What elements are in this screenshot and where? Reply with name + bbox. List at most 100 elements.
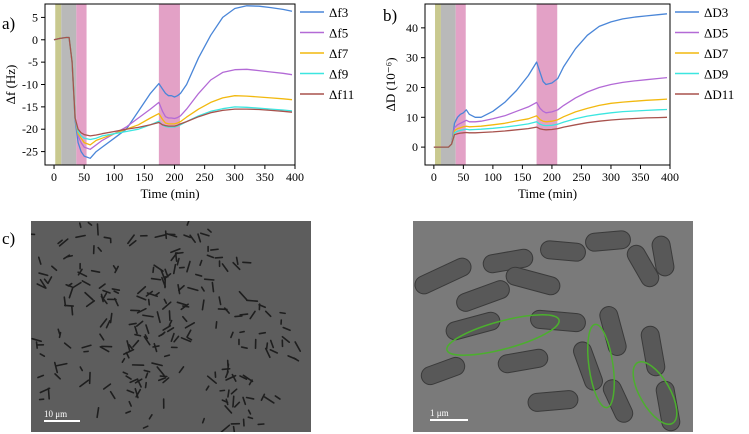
bacterium-mark — [242, 374, 254, 383]
y-tick-label: 5 — [32, 10, 38, 24]
bacterium-mark — [177, 284, 181, 295]
x-tick-label: 300 — [602, 170, 620, 184]
bacterium-mark — [134, 333, 142, 337]
x-tick-label: 200 — [543, 170, 561, 184]
bacterium-mark — [258, 331, 267, 335]
bacterium-mark — [143, 335, 151, 346]
bacterium-mark — [153, 264, 164, 272]
x-tick-label: 0 — [431, 170, 437, 184]
bacterium-mark — [111, 288, 121, 292]
highlight-ellipse — [446, 314, 560, 356]
bacterium-mark — [180, 337, 192, 343]
x-tick-label: 50 — [78, 170, 90, 184]
bacterium-mark — [68, 286, 74, 299]
bacterium-mark — [148, 413, 153, 420]
bacterium-mark — [182, 305, 190, 308]
bacterium-rod — [655, 380, 681, 432]
bacterium-mark — [224, 405, 233, 414]
bacterium-mark — [187, 337, 193, 341]
bacterium-mark — [269, 348, 279, 354]
bacterium-mark — [103, 236, 111, 239]
bacterium-mark — [125, 410, 132, 414]
bacterium-mark — [96, 407, 100, 419]
bacterium-mark — [182, 315, 188, 323]
bacterium-mark — [150, 277, 162, 281]
bacterium-mark — [122, 371, 129, 375]
bacterium-mark — [218, 296, 222, 306]
scale-bar-line-right — [430, 419, 468, 421]
x-tick-label: 400 — [661, 170, 679, 184]
legend-label-f11: ΔD11 — [704, 87, 734, 102]
bacterium-mark — [51, 265, 58, 272]
bacterium-mark — [201, 299, 205, 311]
series-line-f9 — [433, 108, 668, 148]
bacterium-mark — [279, 311, 286, 315]
bacterium-mark — [232, 395, 235, 408]
bacterium-rod — [414, 257, 472, 295]
bacterium-mark — [153, 342, 158, 353]
y-tick-label: -5 — [28, 55, 38, 69]
legend-label-f9: Δf9 — [329, 67, 348, 82]
bacterium-mark — [142, 314, 154, 318]
bacterium-mark — [39, 353, 46, 358]
bacterium-mark — [177, 284, 185, 292]
sem-left-graphic — [31, 221, 311, 432]
bacterium-mark — [225, 398, 229, 406]
bacterium-mark — [162, 324, 172, 331]
bacterium-mark — [184, 322, 196, 329]
bacterium-mark — [102, 289, 111, 294]
bacterium-mark — [79, 366, 84, 372]
bacterium-mark — [206, 375, 217, 384]
bacterium-mark — [176, 257, 180, 266]
bacterium-mark — [96, 223, 99, 236]
bacterium-mark — [249, 310, 256, 320]
bacterium-mark — [143, 369, 151, 373]
bacterium-mark — [282, 326, 291, 332]
bacterium-mark — [221, 367, 231, 371]
bacterium-mark — [211, 281, 215, 293]
scale-bar-right: 1 μm — [430, 408, 468, 421]
y-axis-label: Δf (Hz) — [3, 65, 18, 105]
bacterium-mark — [137, 379, 142, 388]
bacterium-mark — [128, 343, 133, 350]
bacterium-mark — [176, 301, 188, 306]
bacterium-mark — [225, 374, 237, 381]
bacterium-mark — [90, 269, 101, 273]
bacterium-mark — [232, 261, 241, 271]
panel-label-a: a) — [2, 14, 16, 33]
bacterium-mark — [98, 283, 106, 289]
bacterium-mark — [144, 381, 147, 389]
bacterium-mark — [63, 296, 67, 307]
bacterium-mark — [35, 341, 38, 349]
bacterium-mark — [58, 238, 69, 247]
bacterium-mark — [189, 234, 196, 244]
bacterium-mark — [134, 325, 138, 335]
bacterium-mark — [128, 400, 132, 407]
bacterium-mark — [144, 334, 149, 340]
x-tick-label: 150 — [135, 170, 153, 184]
shaded-region — [435, 4, 441, 165]
bacterium-mark — [231, 373, 237, 382]
x-tick-label: 250 — [196, 170, 214, 184]
y-tick-label: 0 — [32, 33, 38, 47]
bacterium-mark — [156, 311, 161, 324]
bacterium-mark — [36, 283, 47, 289]
bacterium-mark — [158, 332, 165, 337]
bacterium-rod — [530, 309, 586, 333]
bacterium-mark — [232, 425, 236, 432]
bacterium-mark — [200, 232, 210, 237]
bacterium-mark — [63, 254, 71, 260]
panel-label-c: c) — [2, 229, 16, 248]
highlight-ellipse — [632, 361, 678, 425]
bacterium-mark — [109, 390, 116, 400]
bacterium-mark — [121, 357, 126, 363]
x-tick-label: 0 — [51, 170, 57, 184]
legend-label-f5: ΔD5 — [704, 26, 728, 41]
bacterium-mark — [123, 348, 135, 356]
bacterium-mark — [162, 377, 170, 384]
bacterium-mark — [114, 265, 120, 274]
bacterium-mark — [234, 315, 243, 318]
bacterium-rod — [527, 390, 579, 412]
bacterium-mark — [113, 290, 120, 294]
bacterium-mark — [163, 298, 168, 304]
